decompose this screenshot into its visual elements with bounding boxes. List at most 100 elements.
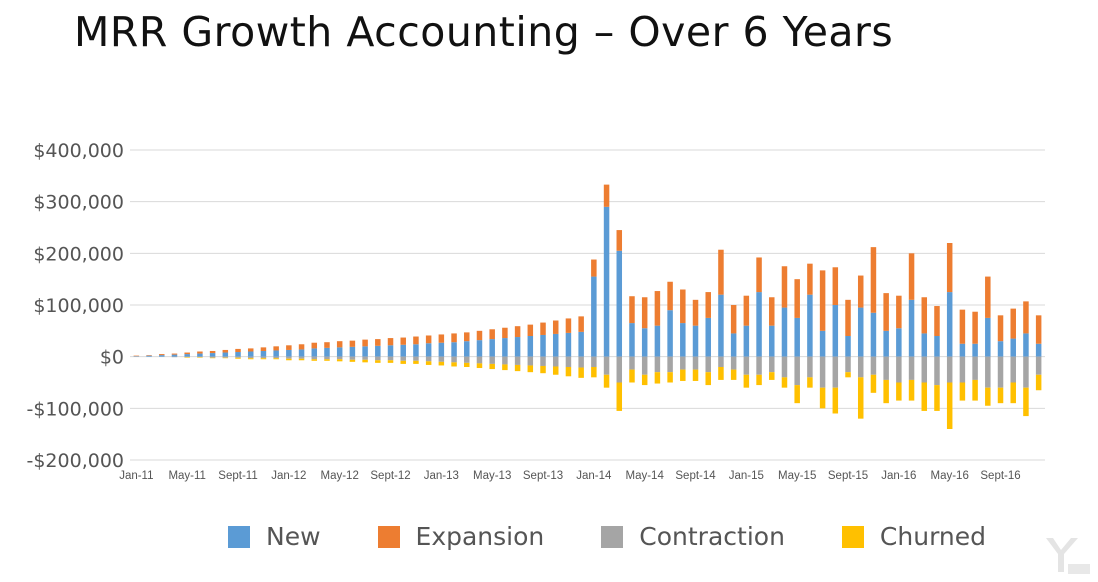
- bar-contraction: [209, 356, 216, 358]
- bars: [133, 184, 1042, 429]
- bar-expansion: [934, 306, 940, 336]
- bar-contraction: [260, 356, 267, 359]
- x-tick-label: May-16: [931, 470, 969, 482]
- bar-contraction: [247, 356, 254, 359]
- bar-churned: [857, 377, 864, 419]
- bar-contraction: [540, 356, 546, 366]
- bar-contraction: [527, 356, 534, 366]
- bar-new: [1023, 333, 1029, 357]
- bar-expansion: [705, 292, 711, 318]
- bar-churned: [756, 374, 762, 386]
- bar-expansion: [896, 295, 902, 329]
- bar-new: [934, 336, 940, 357]
- bar-churned: [311, 359, 318, 361]
- bar-churned: [997, 387, 1004, 404]
- bar-expansion: [654, 291, 661, 326]
- bar-expansion: [387, 338, 394, 346]
- x-tick-label: Jan-16: [881, 470, 916, 482]
- bar-new: [425, 343, 432, 357]
- bar-expansion: [349, 340, 356, 347]
- bar-churned: [667, 372, 673, 383]
- legend-item-expansion: Expansion: [377, 522, 545, 551]
- bar-contraction: [362, 356, 368, 360]
- bar-churned: [235, 357, 241, 359]
- bar-new: [451, 342, 457, 357]
- bar-new: [921, 333, 928, 357]
- bar-contraction: [273, 356, 279, 359]
- bar-expansion: [464, 332, 470, 342]
- bar-contraction: [476, 356, 483, 364]
- bar-churned: [375, 360, 381, 363]
- bar-expansion: [159, 354, 165, 356]
- bar-new: [654, 325, 661, 357]
- bar-new: [336, 347, 343, 357]
- bar-new: [197, 353, 203, 357]
- bar-contraction: [743, 356, 750, 375]
- bar-expansion: [260, 347, 267, 351]
- bar-contraction: [781, 356, 788, 378]
- bar-new: [692, 325, 699, 357]
- bar-contraction: [311, 356, 318, 360]
- bar-churned: [286, 358, 292, 361]
- bar-new: [464, 341, 470, 357]
- bar-churned: [629, 369, 635, 383]
- bar-expansion: [883, 293, 889, 331]
- bar-new: [883, 330, 889, 357]
- bar-expansion: [235, 348, 241, 353]
- bar-new: [273, 350, 279, 357]
- bar-churned: [985, 387, 991, 406]
- bar-churned: [362, 359, 368, 363]
- bar-expansion: [972, 311, 978, 344]
- bar-expansion: [769, 297, 775, 326]
- bar-expansion: [1035, 315, 1042, 344]
- bar-churned: [934, 385, 940, 411]
- bar-churned: [298, 358, 305, 361]
- bar-churned: [896, 382, 902, 401]
- legend-swatch-contraction: [601, 525, 624, 548]
- bar-contraction: [959, 356, 966, 383]
- bar-new: [159, 355, 165, 357]
- bar-churned: [680, 369, 686, 381]
- bar-contraction: [654, 356, 661, 373]
- bar-new: [997, 341, 1004, 357]
- bar-expansion: [197, 351, 203, 354]
- bar-new: [502, 338, 508, 357]
- bar-churned: [819, 387, 826, 409]
- bar-new: [362, 346, 368, 357]
- bar-contraction: [222, 356, 229, 358]
- bar-churned: [1035, 374, 1042, 391]
- bar-expansion: [781, 266, 788, 308]
- x-tick-label: Sept-15: [828, 470, 868, 482]
- bar-churned: [603, 374, 610, 388]
- bar-new: [413, 344, 419, 357]
- bar-new: [235, 352, 241, 357]
- bar-expansion: [362, 339, 368, 347]
- x-tick-label: Jan-12: [271, 470, 306, 482]
- bar-churned: [616, 382, 623, 411]
- bar-churned: [641, 374, 648, 386]
- y-tick-label: $400,000: [33, 140, 124, 162]
- bar-contraction: [387, 356, 394, 361]
- bar-new: [641, 328, 648, 357]
- bar-expansion: [451, 333, 457, 343]
- bar-new: [832, 305, 839, 357]
- bar-churned: [527, 365, 534, 373]
- bar-churned: [743, 374, 750, 388]
- bar-contraction: [349, 356, 356, 360]
- legend-label-expansion: Expansion: [415, 522, 545, 551]
- bar-churned: [1023, 387, 1029, 417]
- bar-churned: [870, 374, 877, 393]
- x-tick-label: Sept-16: [980, 470, 1020, 482]
- bar-new: [578, 331, 584, 357]
- bar-new: [680, 323, 686, 357]
- bar-contraction: [730, 356, 737, 370]
- bar-contraction: [324, 356, 330, 360]
- bar-churned: [489, 363, 495, 370]
- x-axis-ticks: Jan-11 May-11 Sept-11 Jan-12 May-12 Sept-12 Ja…: [119, 470, 1020, 482]
- bar-contraction: [286, 356, 292, 359]
- bar-new: [375, 345, 381, 357]
- y-tick-label: -$200,000: [26, 450, 124, 472]
- bar-new: [845, 336, 851, 357]
- bar-expansion: [680, 289, 686, 324]
- bar-expansion: [845, 299, 851, 336]
